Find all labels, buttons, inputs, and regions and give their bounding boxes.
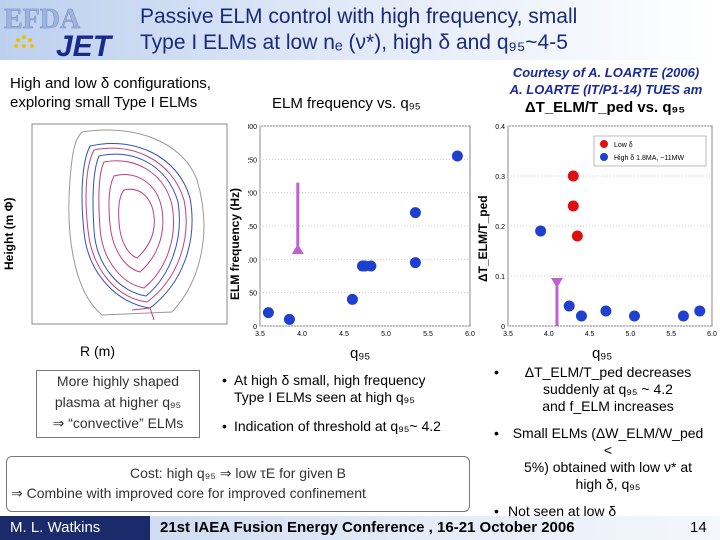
right-bullet-1: • ΔT_ELM/T_ped decreases suddenly at q₉₅ … (494, 364, 692, 414)
cost-line-2: ⇒ Combine with improved core for improve… (11, 485, 366, 501)
freq-xtick-label: 4.5 (339, 331, 349, 338)
dt-point-blue (600, 305, 612, 317)
footer-page-number: 14 (690, 519, 707, 536)
middle-bullets: • At high δ small, high frequency Type I … (222, 372, 472, 435)
freq-point-blue (409, 207, 421, 219)
freq-xtick-label: 5.0 (381, 331, 391, 338)
freq-ytick-label: 200 (248, 191, 257, 198)
right-xlabel: q₉₅ (592, 345, 613, 362)
freq-xtick-label: 6.0 (465, 331, 475, 338)
dt-point-blue (535, 225, 547, 237)
freq-ytick-label: 100 (248, 257, 257, 264)
middle-ylabel: ELM frequency (Hz) (228, 187, 242, 300)
credit-note: Courtesy of A. LOARTE (2006) A. LOARTE (… (492, 64, 720, 98)
legend-label-high: High δ 1.8MA, ~11MW (614, 155, 684, 162)
dt-xtick-label: 4.5 (585, 331, 595, 338)
slide-title: Passive ELM control with high frequency,… (140, 4, 720, 56)
freq-threshold-arrow (291, 182, 304, 254)
elm-frequency-chart: 0 50 100 150 200 250 300 3.5 4.0 4.5 5.0 5.5 6.0 (245, 122, 478, 344)
middle-bullet-2: • Indication of threshold at q₉₅~ 4.2 (222, 418, 441, 434)
left-xlabel: R (m) (80, 343, 115, 359)
dt-xtick-label: 6.0 (707, 331, 717, 338)
title-line-2: Type I ELMs at low nₑ (ν*), high δ and q… (140, 31, 568, 54)
efda-logo-text: EFDA (4, 4, 81, 35)
middle-xlabel: q₉₅ (350, 345, 371, 362)
freq-xtick-label: 5.5 (423, 331, 433, 338)
shaping-note-line-2: plasma at higher q₉₅ (54, 394, 182, 410)
dt-ytick-label: 0.2 (495, 224, 505, 231)
legend-marker-high (600, 153, 608, 161)
footer-conference: 21st IAEA Fusion Energy Conference , 16-… (160, 519, 575, 536)
left-heading: High and low δ configurations, exploring… (10, 75, 211, 111)
middle-heading: ELM frequency vs. q₉₅ (272, 95, 421, 112)
shaping-note-line-1: More highly shaped (56, 373, 180, 389)
freq-point-blue (283, 313, 295, 325)
freq-xtick-label: 4.0 (297, 331, 307, 338)
dt-point-blue (563, 300, 575, 312)
dt-point-blue (677, 310, 689, 322)
credit-line-2: A. LOARTE (IT/P1-14) TUES am (509, 82, 703, 97)
flux-surfaces (85, 147, 187, 303)
right-bullet-3: • Not seen at low δ (494, 503, 617, 519)
dt-ytick-label: 0.3 (495, 174, 505, 181)
freq-xtick-label: 3.5 (255, 331, 265, 338)
shaping-note-box: More highly shaped plasma at higher q₉₅ … (36, 370, 200, 438)
middle-bullet-1: • At high δ small, high frequency Type I … (222, 372, 426, 405)
left-ylabel: Height (m Φ) (2, 197, 16, 270)
chart-legend: Low δ High δ 1.8MA, ~11MW (593, 135, 707, 167)
legend-marker-low (600, 140, 608, 148)
dt-xtick-label: 5.0 (626, 331, 636, 338)
freq-ytick-label: 300 (248, 124, 257, 131)
divertor-legs (131, 307, 155, 321)
cost-box: Cost: high q₉₅ ⇒ low τE for given B ⇒ Co… (6, 456, 470, 512)
right-ylabel: ΔT_ELM/T_ped (476, 195, 490, 282)
dt-xtick-label: 4.0 (544, 331, 554, 338)
dt-point-red (567, 170, 579, 182)
dt-xtick-label: 3.5 (503, 331, 513, 338)
title-line-1: Passive ELM control with high frequency,… (140, 5, 578, 28)
freq-point-blue (262, 307, 274, 319)
efda-jet-logo: EFDA JET (4, 2, 154, 63)
freq-ytick-label: 50 (249, 291, 257, 298)
dt-point-red (571, 230, 583, 242)
equilibrium-plot (22, 120, 234, 340)
vessel-wall (68, 129, 205, 316)
freq-ytick-label: 150 (248, 224, 257, 231)
dt-ytick-label: 0.4 (495, 124, 505, 131)
author-tab (0, 516, 150, 540)
jet-logo-text: JET (56, 30, 114, 58)
freq-ytick-label: 0 (253, 324, 257, 331)
flux-surfaces-alt (81, 142, 193, 309)
dt-point-blue (575, 310, 587, 322)
delta-t-chart: Low δ High δ 1.8MA, ~11MW 0 0.1 0.2 0.3 0.4 3… (494, 122, 720, 344)
freq-ytick-label: 250 (248, 157, 257, 164)
dt-ytick-label: 0 (501, 324, 505, 331)
shaping-note-line-3: ⇒ “convective” ELMs (52, 415, 184, 431)
freq-point-blue (365, 260, 377, 272)
freq-point-blue (451, 150, 463, 162)
footer-author: M. L. Watkins (10, 519, 101, 536)
header-bar (0, 0, 720, 60)
right-bullets: • ΔT_ELM/T_ped decreases suddenly at q₉₅ … (494, 364, 718, 520)
freq-point-blue (409, 257, 421, 269)
right-heading: ΔT_ELM/T_ped vs. q₉₅ (524, 99, 686, 116)
dt-ytick-label: 0.1 (495, 274, 505, 281)
dt-xtick-label: 5.5 (666, 331, 676, 338)
credit-line-1: Courtesy of A. LOARTE (2006) (512, 65, 700, 80)
legend-label-low: Low δ (614, 142, 633, 149)
dt-threshold-arrow (550, 278, 563, 326)
eu-stars-icon (14, 35, 34, 48)
freq-point-blue (346, 293, 358, 305)
dt-point-blue (694, 305, 706, 317)
dt-point-blue (628, 310, 640, 322)
equilibrium-frame (31, 123, 228, 325)
cost-line-1: Cost: high q₉₅ ⇒ low τE for given B (130, 465, 346, 481)
right-bullet-2: • Small ELMs (ΔW_ELM/W_ped <5%) obtained… (494, 425, 704, 492)
legend-box (593, 135, 707, 167)
dt-point-red (567, 200, 579, 212)
